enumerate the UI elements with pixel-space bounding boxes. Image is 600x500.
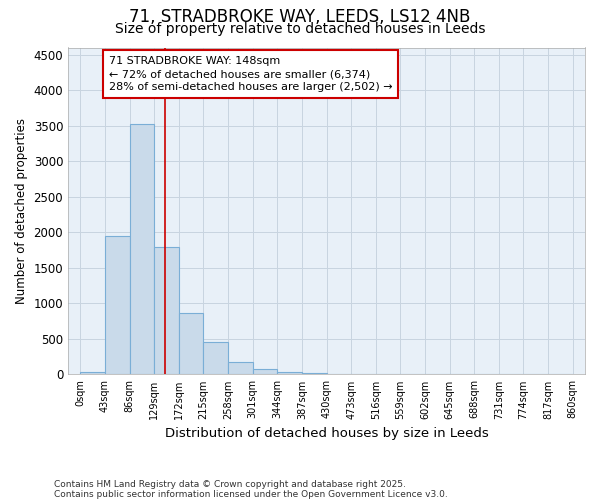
Bar bbox=[154, 246, 179, 374]
Text: 71 STRADBROKE WAY: 148sqm
← 72% of detached houses are smaller (6,374)
28% of se: 71 STRADBROKE WAY: 148sqm ← 72% of detac… bbox=[109, 56, 392, 92]
Bar bbox=[130, 124, 154, 374]
Bar bbox=[277, 372, 302, 374]
Text: Contains HM Land Registry data © Crown copyright and database right 2025.
Contai: Contains HM Land Registry data © Crown c… bbox=[54, 480, 448, 499]
Bar bbox=[253, 368, 277, 374]
Bar bbox=[228, 362, 253, 374]
Bar bbox=[203, 342, 228, 374]
Bar bbox=[105, 236, 130, 374]
Text: 71, STRADBROKE WAY, LEEDS, LS12 4NB: 71, STRADBROKE WAY, LEEDS, LS12 4NB bbox=[130, 8, 470, 26]
Bar bbox=[80, 372, 105, 374]
X-axis label: Distribution of detached houses by size in Leeds: Distribution of detached houses by size … bbox=[164, 427, 488, 440]
Y-axis label: Number of detached properties: Number of detached properties bbox=[15, 118, 28, 304]
Text: Size of property relative to detached houses in Leeds: Size of property relative to detached ho… bbox=[115, 22, 485, 36]
Bar bbox=[179, 314, 203, 374]
